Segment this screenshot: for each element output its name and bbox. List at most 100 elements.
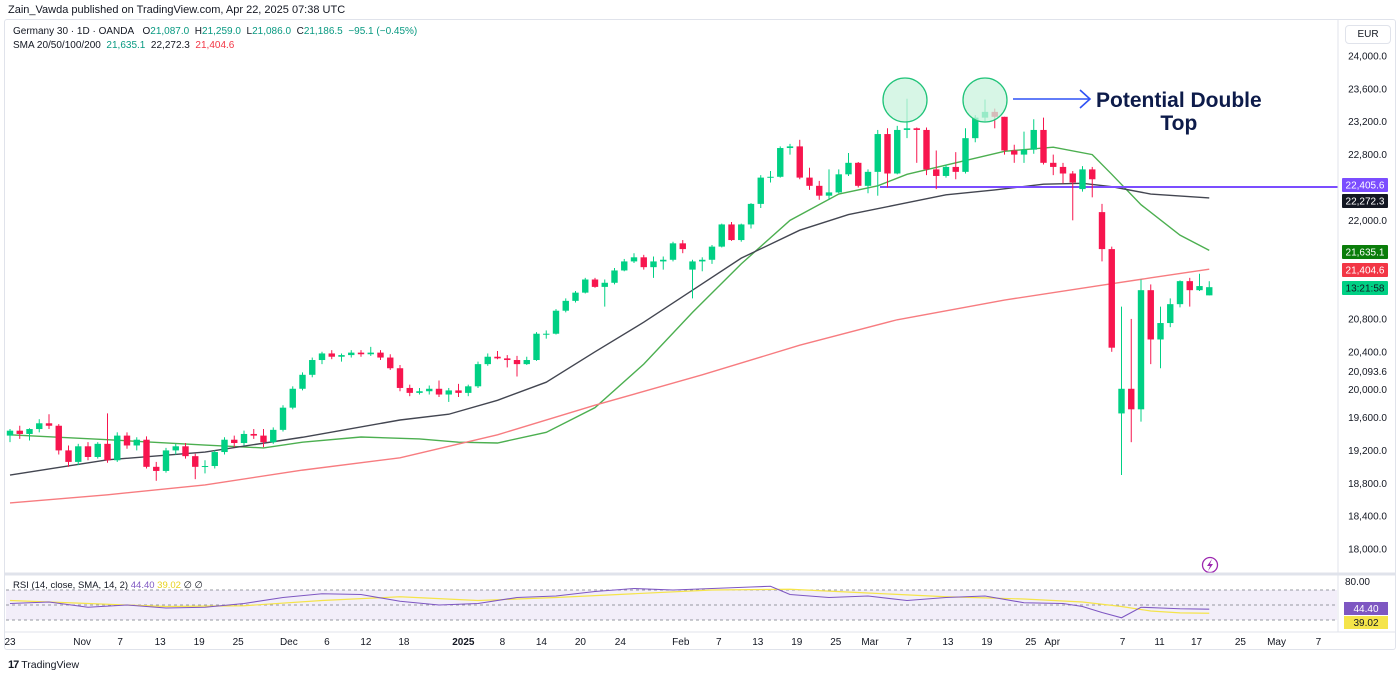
candle: [26, 428, 33, 441]
candle-body: [1167, 304, 1174, 324]
candle-body: [123, 435, 131, 446]
candle-body: [572, 292, 579, 301]
candle-body: [903, 128, 911, 130]
candle: [387, 354, 394, 370]
candle-body: [777, 148, 784, 177]
candle-body: [933, 169, 940, 176]
candle: [913, 127, 920, 163]
candle-body: [1069, 173, 1076, 183]
lightning-icon[interactable]: [1201, 556, 1219, 574]
candle-body: [806, 177, 813, 186]
candle: [1206, 281, 1213, 296]
candle-body: [874, 134, 881, 172]
candle: [1128, 318, 1135, 443]
candle: [133, 437, 140, 451]
top-marker-circle-1: [882, 77, 928, 123]
price-tick-label: 18,800.0: [1348, 479, 1387, 490]
time-tick-label: Dec: [280, 637, 298, 648]
candle-body: [562, 300, 569, 311]
candle-body: [738, 224, 745, 241]
time-tick-label: 13: [155, 637, 167, 648]
candle-body: [387, 357, 394, 369]
price-badge: [1342, 245, 1388, 259]
symbol-legend: Germany 30 · 1D · OANDA O21,087.0 H21,25…: [13, 26, 417, 37]
candle-body: [6, 430, 14, 436]
time-tick-label: 7: [1316, 637, 1322, 648]
candle: [172, 443, 179, 455]
candle: [747, 203, 755, 229]
candle-body: [552, 310, 560, 334]
candle: [855, 161, 862, 188]
candle: [952, 152, 959, 180]
candle-body: [923, 129, 930, 170]
candle: [367, 346, 374, 356]
time-tick-label: 23: [4, 637, 16, 648]
candle-body: [75, 446, 82, 462]
sma-legend[interactable]: SMA 20/50/100/200 21,635.1 22,272.3 21,4…: [13, 40, 234, 51]
candle: [1079, 166, 1086, 192]
candle: [36, 419, 43, 433]
candle-body: [36, 423, 43, 430]
tradingview-logo[interactable]: 17 TradingView: [8, 659, 79, 671]
candle: [104, 413, 111, 463]
candle: [1137, 279, 1145, 422]
rsi-value: 44.40: [130, 580, 155, 591]
rsi-line: [9, 585, 1210, 619]
rsi-legend[interactable]: RSI (14, close, SMA, 14, 2) 44.40 39.02 …: [13, 580, 203, 591]
candle-body: [767, 176, 774, 178]
candle: [260, 429, 267, 448]
rsi-sma-value: 39.02: [157, 580, 181, 591]
candle: [357, 350, 365, 357]
candle: [708, 244, 716, 264]
candle-body: [357, 352, 365, 355]
rsi-badge: [1344, 602, 1388, 615]
close-label: C: [296, 26, 304, 37]
candle: [816, 180, 823, 200]
candle-body: [114, 435, 121, 461]
candle: [445, 387, 452, 402]
candle-body: [494, 356, 501, 359]
open-label: O: [142, 26, 151, 37]
price-tick-label: 20,400.0: [1348, 347, 1387, 358]
candle: [1020, 131, 1028, 163]
price-tick-label: 19,600.0: [1348, 413, 1387, 424]
candle-body: [660, 259, 667, 262]
candle: [562, 298, 569, 313]
high-value: 21,259.0: [202, 26, 241, 37]
candle: [240, 430, 248, 446]
candle: [153, 461, 160, 481]
price-tick-label: 19,200.0: [1348, 446, 1387, 457]
candle-body: [1059, 166, 1067, 174]
candle: [123, 432, 131, 449]
time-tick-label: 14: [536, 637, 548, 648]
candle: [689, 259, 696, 299]
change-value: −95.1 (−0.45%): [348, 26, 418, 37]
candle: [143, 436, 150, 469]
candle: [1089, 166, 1096, 198]
open-value: 21,087.0: [150, 26, 190, 37]
time-tick-label: 7: [906, 637, 912, 648]
time-tick-label: 2025: [452, 637, 475, 648]
currency-button[interactable]: EUR: [1345, 25, 1391, 44]
candle: [114, 432, 121, 462]
candle-body: [1020, 149, 1028, 155]
time-tick-label: 12: [360, 637, 372, 648]
candle: [640, 254, 647, 270]
annotation-line-2: Top: [1160, 112, 1198, 135]
candle-body: [504, 358, 511, 361]
candle: [874, 129, 881, 196]
candle: [621, 258, 628, 272]
candle-body: [611, 270, 618, 283]
candle-body: [231, 439, 238, 444]
price-badge: [1342, 178, 1388, 192]
candle: [962, 128, 969, 174]
candle-body: [952, 166, 959, 172]
candle: [523, 356, 530, 365]
close-value: 21,186.5: [303, 26, 343, 37]
candle-body: [484, 356, 491, 365]
time-tick-label: 13: [942, 637, 954, 648]
candle: [474, 361, 482, 388]
price-badge-label: 22,405.6: [1346, 181, 1385, 192]
candle-body: [582, 279, 589, 293]
